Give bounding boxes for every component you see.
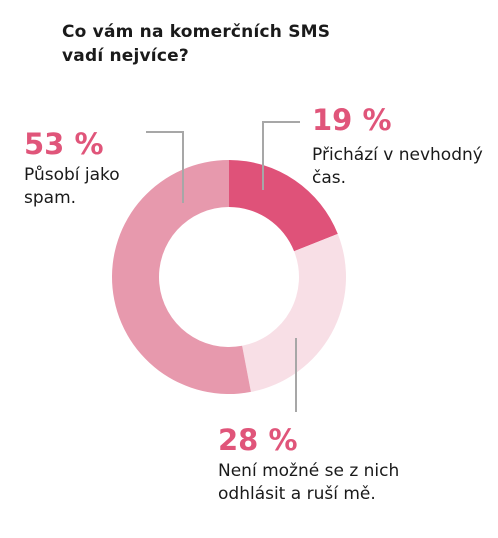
leader-line <box>262 121 300 190</box>
slice-percent-label: 53 % <box>24 127 104 161</box>
leader-lines <box>146 121 300 412</box>
slice-description-label: Přichází v nevhodný čas. <box>312 145 483 188</box>
donut-slice <box>229 160 338 252</box>
donut-slice <box>112 160 251 394</box>
leader-line <box>146 131 184 203</box>
slice-description-label: Není možné se z nich odhlásit a ruší mě. <box>218 461 400 504</box>
slice-description-label: Působí jako spam. <box>24 165 120 208</box>
chart-title: Co vám na komerčních SMS vadí nejvíce? <box>62 22 331 66</box>
donut-slices <box>112 160 346 394</box>
slice-percent-label: 28 % <box>218 423 298 457</box>
slice-percent-label: 19 % <box>312 103 392 137</box>
donut-slice <box>242 233 346 392</box>
